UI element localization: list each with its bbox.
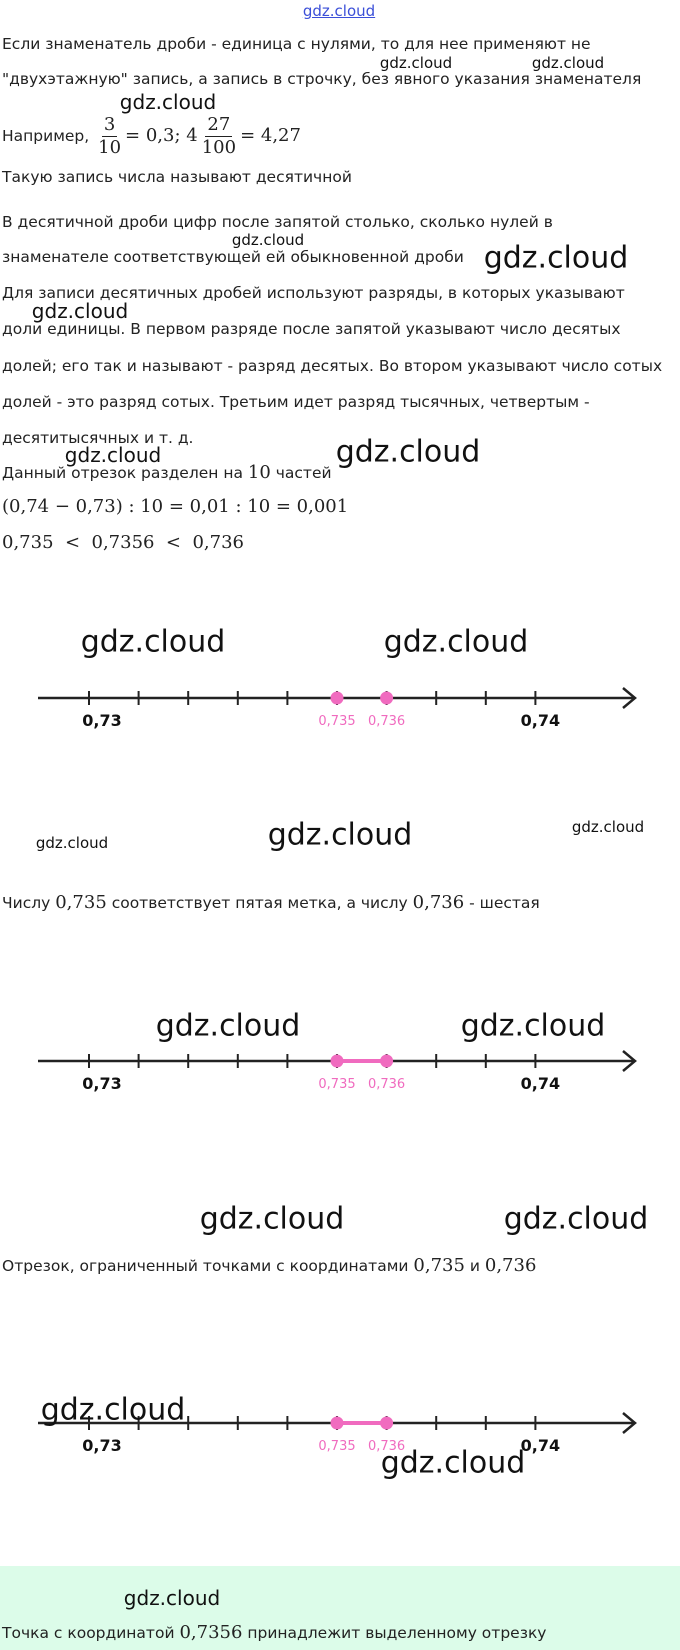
watermark: gdz.cloud bbox=[155, 1008, 301, 1044]
text-line: Например, 3 10 = 0,3; 4 27 100 = 4,27 bbox=[2, 114, 301, 159]
watermark: gdz.cloud bbox=[123, 1586, 221, 1610]
text-line: Точка с координатой 0,7356 принадлежит в… bbox=[2, 1622, 546, 1644]
watermark: gdz.cloud bbox=[199, 1201, 345, 1237]
watermark: gdz.cloud bbox=[31, 299, 129, 323]
text: Данный отрезок разделен на bbox=[2, 464, 248, 482]
point-label: 0,736 bbox=[368, 1439, 405, 1454]
math: 0,735 bbox=[55, 892, 107, 913]
text: и bbox=[464, 1257, 485, 1275]
watermark: gdz.cloud bbox=[531, 54, 605, 72]
text-line: знаменателе соответствующей ей обыкновен… bbox=[2, 248, 464, 266]
denominator: 100 bbox=[201, 137, 237, 158]
end-label: 0,74 bbox=[521, 1074, 560, 1093]
point-label: 0,735 bbox=[318, 1439, 355, 1454]
watermark: gdz.cloud bbox=[571, 818, 645, 836]
point bbox=[380, 1416, 394, 1430]
math: (0,74 − 0,73) : 10 = 0,01 : 10 = 0,001 bbox=[2, 496, 349, 517]
watermark: gdz.cloud bbox=[335, 434, 481, 470]
text-line: Для записи десятичных дробей используют … bbox=[2, 284, 625, 302]
number-line: 0,735 0,736 0,73 0,74 bbox=[38, 1412, 637, 1455]
watermark: gdz.cloud bbox=[267, 817, 413, 853]
watermark: gdz.cloud bbox=[503, 1201, 649, 1237]
start-label: 0,73 bbox=[82, 1074, 121, 1093]
text-line: "двухэтажную" запись, а запись в строчку… bbox=[2, 70, 642, 88]
start-label: 0,73 bbox=[82, 711, 121, 730]
text-line: Числу 0,735 соответствует пятая метка, а… bbox=[2, 892, 540, 914]
text: Числу bbox=[2, 894, 56, 912]
text-line: Отрезок, ограниченный точками с координа… bbox=[2, 1255, 536, 1277]
point bbox=[330, 1054, 344, 1068]
denominator: 10 bbox=[98, 137, 122, 158]
watermark: gdz.cloud bbox=[119, 90, 217, 114]
math: 0,736 bbox=[412, 892, 465, 913]
watermark: gdz.cloud bbox=[80, 624, 226, 660]
number-line: 0,735 0,736 0,73 0,74 bbox=[38, 1050, 637, 1093]
text-line: десятитысячных и т. д. bbox=[2, 429, 194, 447]
text-line: Такую запись числа называют десятичной bbox=[2, 168, 352, 186]
end-label: 0,74 bbox=[521, 711, 560, 730]
watermark: gdz.cloud bbox=[460, 1008, 606, 1044]
text: Например, bbox=[2, 127, 95, 145]
watermark: gdz.cloud bbox=[64, 443, 162, 467]
watermark: gdz.cloud bbox=[483, 240, 629, 276]
math: = 4,27 bbox=[240, 125, 301, 146]
arrow bbox=[622, 1050, 637, 1072]
fraction: 3 10 bbox=[96, 114, 123, 159]
point-label: 0,736 bbox=[368, 1077, 405, 1092]
text: принадлежит выделенному отрезку bbox=[242, 1624, 547, 1642]
watermark: gdz.cloud bbox=[380, 1445, 526, 1481]
text-line: В десятичной дроби цифр после запятой ст… bbox=[2, 213, 553, 231]
point bbox=[330, 691, 344, 705]
math: = 0,3; 4 bbox=[125, 125, 198, 146]
watermark: gdz.cloud bbox=[379, 54, 453, 72]
math: 0,736 bbox=[484, 1255, 537, 1276]
point-label: 0,735 bbox=[318, 714, 355, 729]
point bbox=[380, 691, 394, 705]
text-line: доли единицы. В первом разряде после зап… bbox=[2, 320, 621, 338]
point-label: 0,736 bbox=[368, 714, 405, 729]
text: Точка с координатой bbox=[2, 1624, 180, 1642]
watermark: gdz.cloud bbox=[35, 834, 109, 852]
math: 0,735 < 0,7356 < 0,736 bbox=[2, 532, 244, 553]
text: частей bbox=[270, 464, 332, 482]
text-line: долей; его так и называют - разряд десят… bbox=[2, 357, 663, 375]
numerator: 27 bbox=[205, 114, 233, 137]
arrow bbox=[622, 687, 637, 709]
text: Отрезок, ограниченный точками с координа… bbox=[2, 1257, 414, 1275]
text-line: Данный отрезок разделен на 10 частей bbox=[2, 462, 332, 484]
fraction: 27 100 bbox=[200, 114, 238, 159]
text-line: долей - это разряд сотых. Третьим идет р… bbox=[2, 393, 590, 411]
number-line: 0,735 0,736 0,73 0,74 bbox=[38, 687, 637, 730]
text: соответствует пятая метка, а числу bbox=[106, 894, 413, 912]
math: 10 bbox=[247, 462, 271, 483]
watermark: gdz.cloud bbox=[231, 231, 305, 249]
text: - шестая bbox=[464, 894, 540, 912]
text-line: 0,735 < 0,7356 < 0,736 bbox=[2, 532, 244, 554]
end-label: 0,74 bbox=[521, 1436, 560, 1455]
text-line: (0,74 − 0,73) : 10 = 0,01 : 10 = 0,001 bbox=[2, 496, 348, 518]
numerator: 3 bbox=[101, 114, 118, 137]
start-label: 0,73 bbox=[82, 1436, 121, 1455]
math: 0,735 bbox=[413, 1255, 465, 1276]
arrow bbox=[622, 1412, 637, 1434]
math: 0,7356 bbox=[179, 1622, 243, 1643]
watermark: gdz.cloud bbox=[383, 624, 529, 660]
point bbox=[380, 1054, 394, 1068]
text-line: Если знаменатель дроби - единица с нулям… bbox=[2, 35, 591, 53]
answer-box bbox=[0, 1566, 680, 1650]
point-label: 0,735 bbox=[318, 1077, 355, 1092]
site-link[interactable]: gdz.cloud bbox=[302, 2, 376, 20]
watermark: gdz.cloud bbox=[40, 1392, 186, 1428]
point bbox=[330, 1416, 344, 1430]
